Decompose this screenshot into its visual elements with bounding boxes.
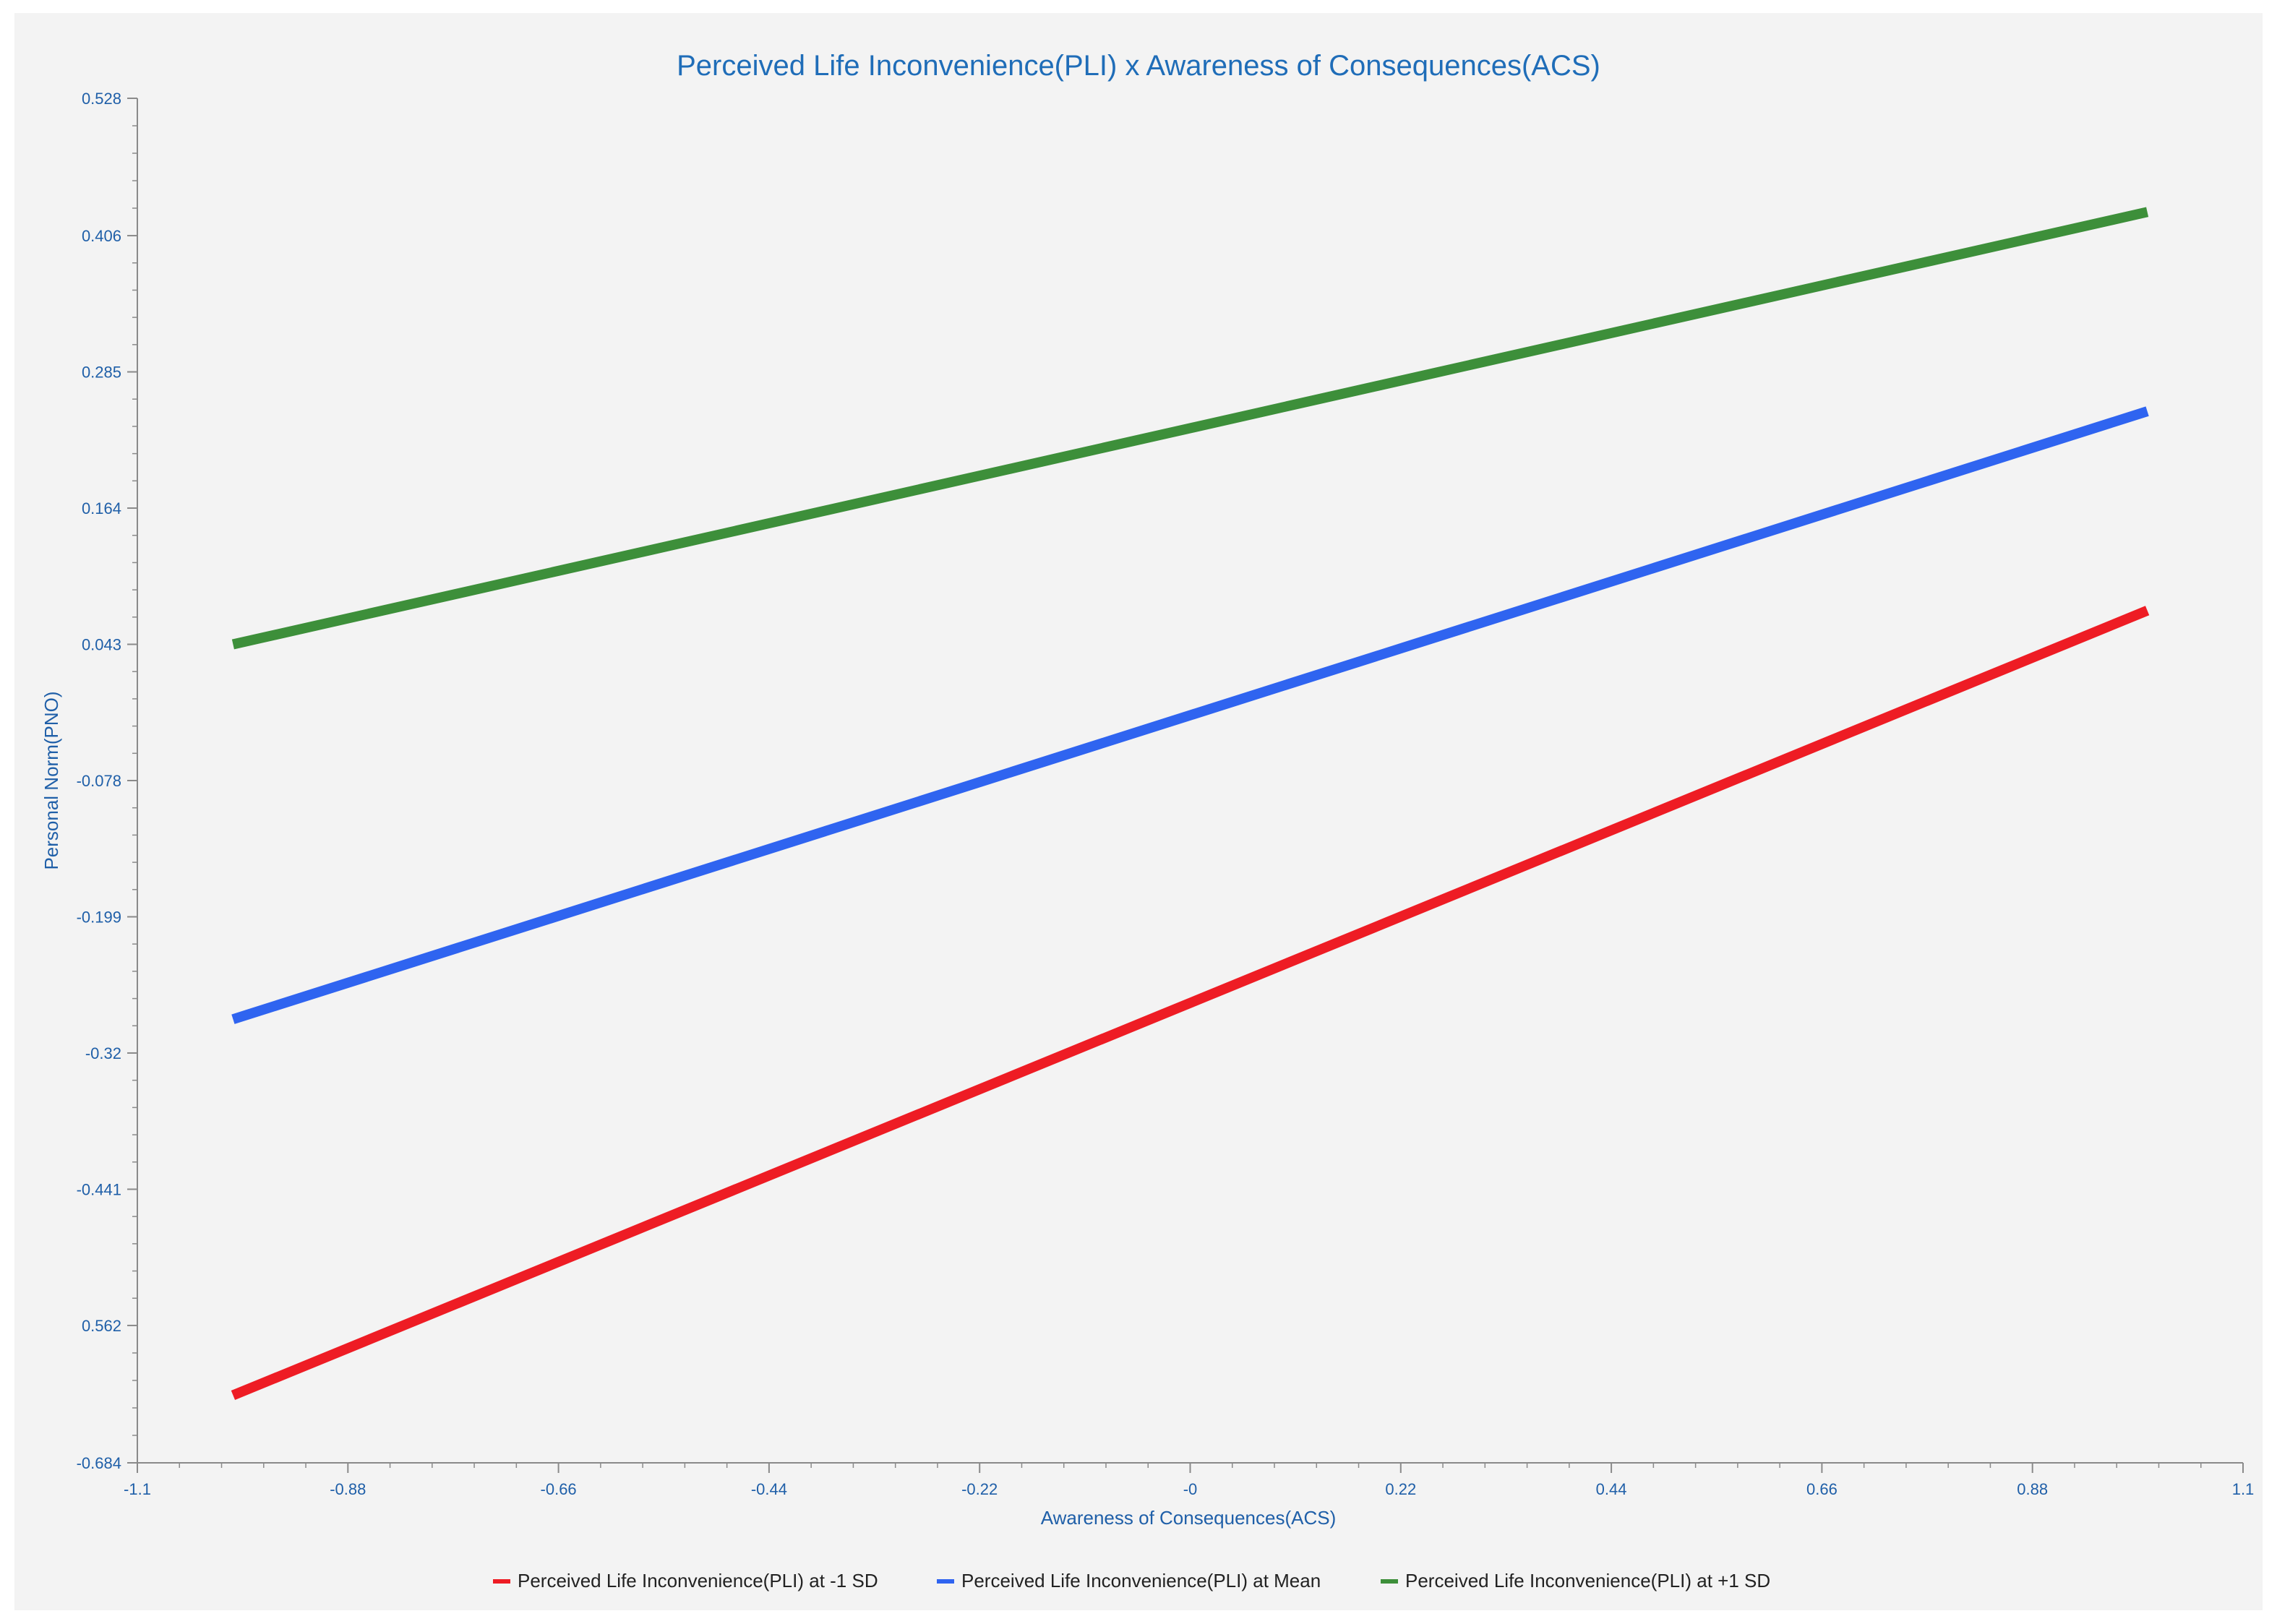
y-tick-label: -0.684 (77, 1454, 121, 1472)
y-tick-label: -0.441 (77, 1180, 121, 1198)
y-tick-label: 0.562 (82, 1317, 121, 1335)
y-tick-label: -0.199 (77, 908, 121, 926)
series-line-3 (231, 207, 2149, 650)
series-line-2 (231, 406, 2149, 1024)
y-tick-label: 0.285 (82, 364, 121, 382)
x-tick-label: 0.22 (1385, 1480, 1416, 1498)
x-tick-label: 0.66 (1806, 1480, 1838, 1498)
x-tick-label: -0.22 (961, 1480, 998, 1498)
y-axis-label: Personal Norm(PNO) (40, 691, 62, 869)
y-tick-label: 0.406 (82, 227, 121, 245)
x-tick-label: -0.44 (751, 1480, 787, 1498)
x-axis-label: Awareness of Consequences(ACS) (1041, 1507, 1337, 1529)
legend-label: Perceived Life Inconvenience(PLI) at +1 … (1405, 1570, 1770, 1591)
x-tick-label: 0.44 (1596, 1480, 1627, 1498)
y-tick-label: -0.32 (85, 1044, 121, 1062)
x-tick-label: -0.88 (330, 1480, 366, 1498)
x-tick-label: -1.1 (124, 1480, 151, 1498)
y-tick-label: 0.043 (82, 636, 121, 654)
legend-label: Perceived Life Inconvenience(PLI) at Mea… (961, 1570, 1321, 1591)
legend: Perceived Life Inconvenience(PLI) at -1 … (493, 1570, 1770, 1591)
legend-label: Perceived Life Inconvenience(PLI) at -1 … (518, 1570, 878, 1591)
y-tick-label: -0.078 (77, 772, 121, 790)
x-tick-label: 0.88 (2017, 1480, 2048, 1498)
x-tick-label: -0.66 (541, 1480, 577, 1498)
y-tick-label: 0.528 (82, 90, 121, 108)
chart-title: Perceived Life Inconvenience(PLI) x Awar… (677, 50, 1600, 82)
series-line-1 (231, 606, 2150, 1401)
x-tick-label: 1.1 (2232, 1480, 2255, 1498)
chart-background (14, 13, 2263, 1610)
axes-group: 0.528 0.406 0.285 0.164 0.043 -0.078 -0.199 -0.… (77, 90, 2255, 1498)
series-layer (231, 207, 2150, 1401)
x-tick-label: -0 (1183, 1480, 1198, 1498)
y-tick-label: 0.164 (82, 499, 121, 517)
